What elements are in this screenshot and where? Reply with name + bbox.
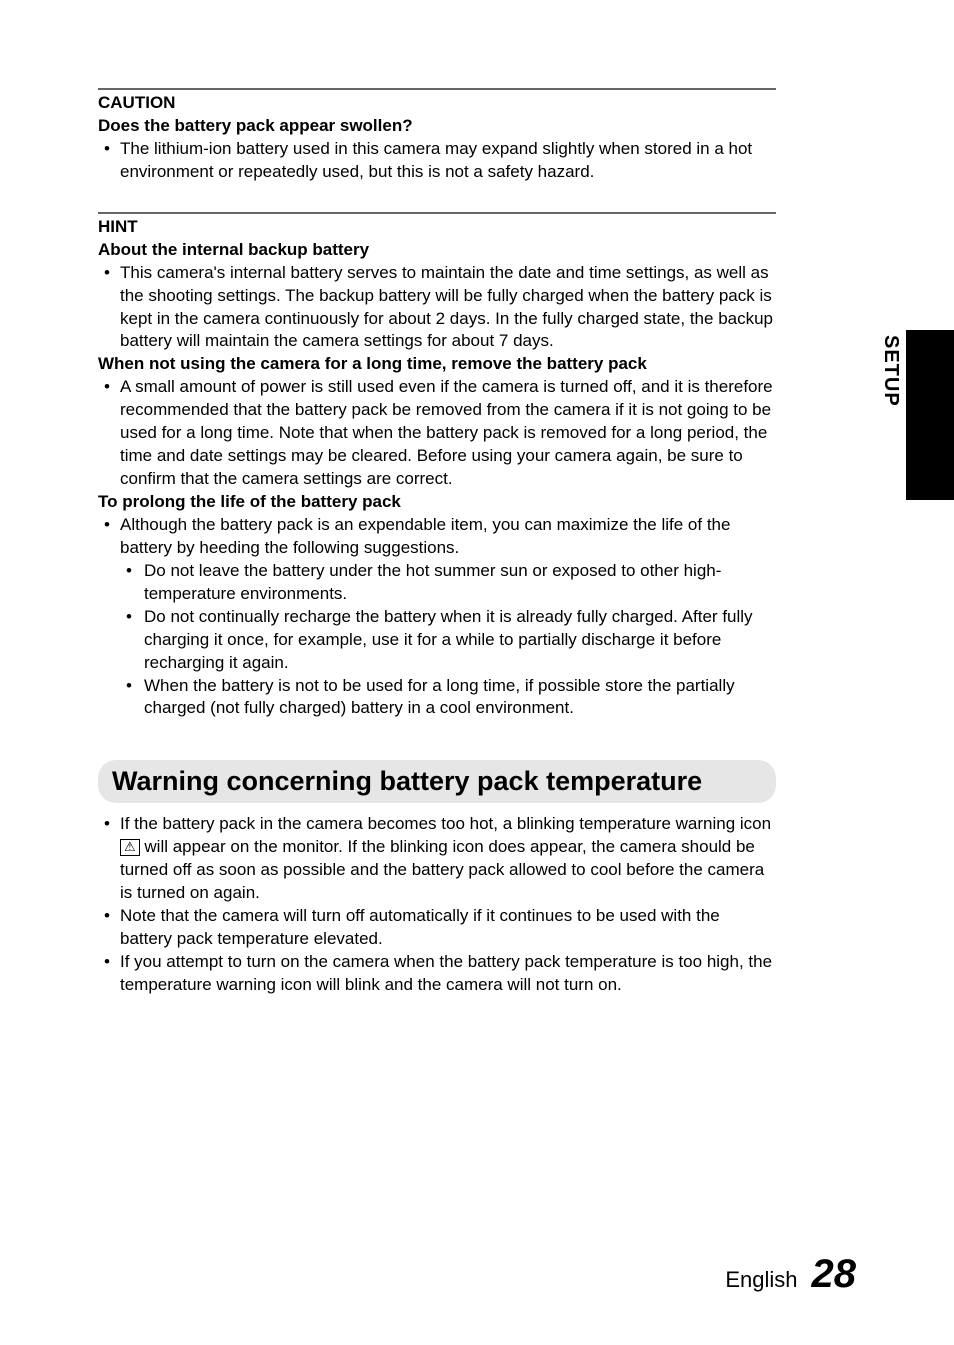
bullet-text: The lithium-ion battery used in this cam… <box>120 138 776 184</box>
subbullet-text: When the battery is not to be used for a… <box>144 675 776 721</box>
warning-bullet-3: • If you attempt to turn on the camera w… <box>98 951 776 997</box>
bullet-text: Note that the camera will turn off autom… <box>120 905 776 951</box>
bullet-text: If the battery pack in the camera become… <box>120 813 776 905</box>
hint-bullet-3: • Although the battery pack is an expend… <box>98 514 776 560</box>
bullet-icon: • <box>98 376 120 491</box>
battery-temp-warning-icon: ⚠ <box>120 839 140 855</box>
hint-rule <box>98 212 776 214</box>
hint-heading-2: When not using the camera for a long tim… <box>98 353 776 376</box>
warning-bullet-2: • Note that the camera will turn off aut… <box>98 905 776 951</box>
bullet-icon: • <box>98 138 120 184</box>
caution-rule <box>98 88 776 90</box>
subbullet-text: Do not leave the battery under the hot s… <box>144 560 776 606</box>
footer-language: English <box>725 1267 797 1293</box>
side-tab-label: SETUP <box>879 335 902 407</box>
bullet-icon: • <box>98 262 120 354</box>
bullet-icon: • <box>98 905 120 951</box>
hint-label: HINT <box>98 216 776 239</box>
page-footer: English 28 <box>725 1252 856 1297</box>
warning-bullet-1: • If the battery pack in the camera beco… <box>98 813 776 905</box>
side-tab-bar <box>906 330 954 500</box>
hint-bullet-1: • This camera's internal battery serves … <box>98 262 776 354</box>
bullet-icon: • <box>98 813 120 905</box>
bullet-text: This camera's internal battery serves to… <box>120 262 776 354</box>
bullet-text: If you attempt to turn on the camera whe… <box>120 951 776 997</box>
hint-subbullet-3: • When the battery is not to be used for… <box>98 675 776 721</box>
subbullet-icon: • <box>126 606 144 675</box>
caution-bullet-1: • The lithium-ion battery used in this c… <box>98 138 776 184</box>
warning-heading: Warning concerning battery pack temperat… <box>112 766 762 797</box>
hint-heading-1: About the internal backup battery <box>98 239 776 262</box>
bullet-icon: • <box>98 951 120 997</box>
hint-subbullet-2: • Do not continually recharge the batter… <box>98 606 776 675</box>
hint-bullet-2: • A small amount of power is still used … <box>98 376 776 491</box>
warning-text-1b: will appear on the monitor. If the blink… <box>120 837 764 902</box>
subbullet-icon: • <box>126 675 144 721</box>
hint-subbullet-1: • Do not leave the battery under the hot… <box>98 560 776 606</box>
warning-text-1a: If the battery pack in the camera become… <box>120 814 771 833</box>
footer-page-number: 28 <box>812 1252 857 1297</box>
caution-question: Does the battery pack appear swollen? <box>98 115 776 138</box>
subbullet-icon: • <box>126 560 144 606</box>
bullet-icon: • <box>98 514 120 560</box>
hint-heading-3: To prolong the life of the battery pack <box>98 491 776 514</box>
caution-label: CAUTION <box>98 92 776 115</box>
warning-heading-wrap: Warning concerning battery pack temperat… <box>98 760 776 803</box>
subbullet-text: Do not continually recharge the battery … <box>144 606 776 675</box>
bullet-text: A small amount of power is still used ev… <box>120 376 776 491</box>
page-content: CAUTION Does the battery pack appear swo… <box>98 88 776 997</box>
bullet-text: Although the battery pack is an expendab… <box>120 514 776 560</box>
